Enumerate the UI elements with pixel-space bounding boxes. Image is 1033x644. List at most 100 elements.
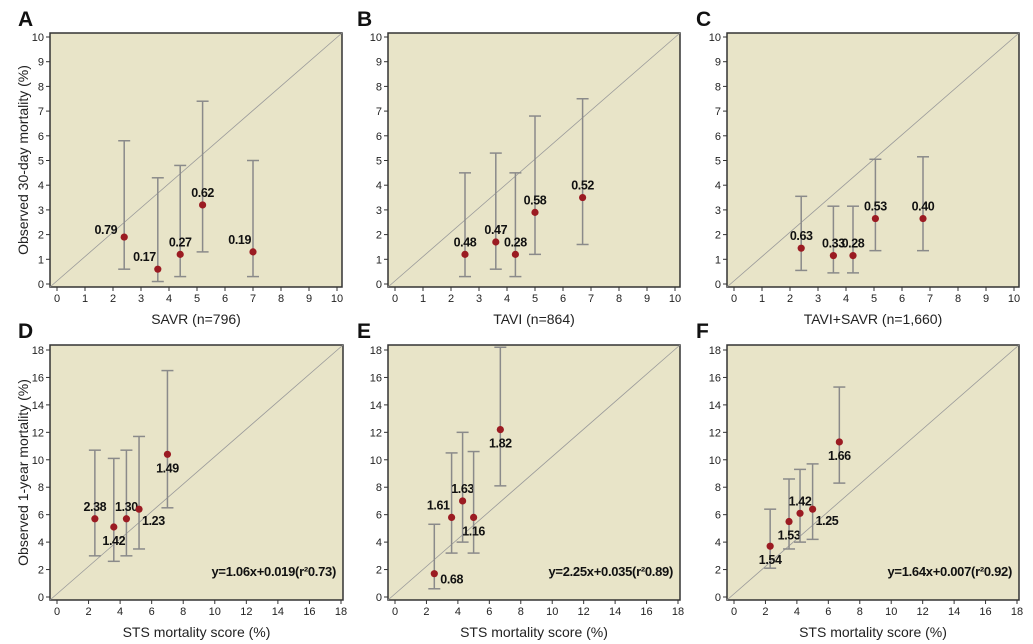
data-label: 1.54 xyxy=(759,553,782,567)
data-label: 2.38 xyxy=(83,500,106,514)
data-label: 0.48 xyxy=(454,235,477,249)
data-point-group: 0.27 xyxy=(169,164,192,278)
data-label: 1.25 xyxy=(816,514,839,528)
panel-letter: C xyxy=(696,8,711,31)
data-point-group: 1.42 xyxy=(102,457,126,563)
identity-line xyxy=(49,344,344,601)
y-tick-label: 7 xyxy=(715,106,721,118)
data-point-group: 0.52 xyxy=(571,98,595,246)
x-tick-label: 8 xyxy=(955,293,961,305)
data-point xyxy=(796,509,804,517)
data-point-group: 1.42 xyxy=(789,468,812,543)
y-tick-label: 18 xyxy=(709,345,721,357)
y-tick-label: 4 xyxy=(715,180,721,192)
data-point xyxy=(430,570,438,578)
x-tick-label: 0 xyxy=(731,606,737,618)
data-label: 1.82 xyxy=(489,437,512,451)
y-tick-label: 4 xyxy=(38,180,44,192)
data-label: 0.79 xyxy=(94,223,117,237)
x-axis-label: STS mortality score (%) xyxy=(460,624,608,640)
data-point xyxy=(163,450,172,458)
data-label: 0.27 xyxy=(169,235,192,249)
y-tick-label: 14 xyxy=(32,400,44,412)
identity-line xyxy=(49,32,343,288)
data-point xyxy=(492,238,500,246)
data-point xyxy=(809,505,817,513)
y-tick-label: 4 xyxy=(715,537,721,549)
x-tick-label: 3 xyxy=(476,293,482,305)
regression-equation: y=2.25x+0.035(r²0.89) xyxy=(548,564,673,579)
data-point xyxy=(797,244,805,252)
x-tick-label: 12 xyxy=(240,606,252,618)
y-tick-label: 2 xyxy=(38,230,44,242)
x-tick-label: 6 xyxy=(222,293,228,305)
y-tick-label: 18 xyxy=(370,345,382,357)
y-tick-label: 3 xyxy=(38,205,44,217)
data-point xyxy=(91,515,99,523)
y-tick-label: 0 xyxy=(376,592,382,604)
data-point xyxy=(835,438,843,446)
x-tick-label: 4 xyxy=(455,606,461,618)
data-point-group: 1.82 xyxy=(489,346,513,487)
x-tick-label: 4 xyxy=(794,606,800,618)
x-tick-label: 2 xyxy=(110,293,116,305)
data-point-group: 0.62 xyxy=(191,100,215,253)
data-point-group: 0.28 xyxy=(842,205,865,274)
x-tick-label: 0 xyxy=(392,606,398,618)
panel-letter: B xyxy=(357,8,372,31)
data-point xyxy=(470,513,478,522)
y-tick-label: 8 xyxy=(715,482,721,494)
x-tick-label: 4 xyxy=(166,293,172,305)
y-tick-label: 3 xyxy=(715,205,721,217)
data-label: 0.63 xyxy=(790,229,813,243)
data-point-group: 1.25 xyxy=(806,463,839,541)
y-tick-label: 2 xyxy=(376,565,382,577)
x-tick-label: 8 xyxy=(616,293,622,305)
x-tick-label: 4 xyxy=(117,606,123,618)
panel-letter: A xyxy=(18,8,33,31)
data-point xyxy=(120,233,128,241)
data-point xyxy=(579,193,587,202)
data-point-group: 0.47 xyxy=(484,152,508,270)
x-tick-label: 2 xyxy=(448,293,454,305)
y-tick-label: 10 xyxy=(370,455,382,467)
y-tick-label: 1 xyxy=(38,254,44,266)
y-tick-label: 4 xyxy=(376,537,382,549)
y-tick-label: 0 xyxy=(376,279,382,291)
y-tick-label: 8 xyxy=(715,81,721,93)
panel-letter: E xyxy=(357,320,371,343)
y-tick-label: 4 xyxy=(376,180,382,192)
data-point-group: 0.53 xyxy=(864,158,888,252)
x-tick-label: 2 xyxy=(85,606,91,618)
data-label: 0.33 xyxy=(822,237,845,251)
identity-line xyxy=(726,344,1020,601)
x-tick-label: 1 xyxy=(759,293,765,305)
data-label: 0.28 xyxy=(504,235,527,249)
y-tick-label: 7 xyxy=(38,106,44,118)
x-tick-label: 5 xyxy=(532,293,538,305)
data-point-group: 0.58 xyxy=(524,115,547,256)
y-tick-label: 4 xyxy=(38,537,44,549)
y-tick-label: 10 xyxy=(709,32,721,44)
y-tick-label: 2 xyxy=(715,565,721,577)
data-label: 0.62 xyxy=(191,186,214,200)
data-point-group: 1.16 xyxy=(462,450,486,554)
identity-line xyxy=(387,32,681,288)
y-tick-label: 8 xyxy=(376,81,382,93)
y-tick-label: 0 xyxy=(38,279,44,291)
data-label: 0.17 xyxy=(133,250,156,264)
data-point-group: 0.48 xyxy=(454,172,477,278)
data-point-group: 1.61 xyxy=(427,452,458,554)
y-tick-label: 6 xyxy=(38,131,44,143)
y-tick-label: 5 xyxy=(38,156,44,168)
y-tick-label: 10 xyxy=(370,32,382,44)
x-tick-label: 9 xyxy=(644,293,650,305)
x-tick-label: 14 xyxy=(609,606,621,618)
y-tick-label: 2 xyxy=(715,230,721,242)
x-tick-label: 18 xyxy=(1011,606,1023,618)
x-tick-label: 6 xyxy=(899,293,905,305)
data-label: 1.30 xyxy=(115,500,138,514)
data-point xyxy=(448,513,456,522)
panel-b: B 00 1 1 2 2 3 3 4 4 5 5 6 6 7 7 8 8 9 9 10 10 TAVI (n=864) 0.4… xyxy=(357,8,681,327)
x-tick-label: 8 xyxy=(278,293,284,305)
